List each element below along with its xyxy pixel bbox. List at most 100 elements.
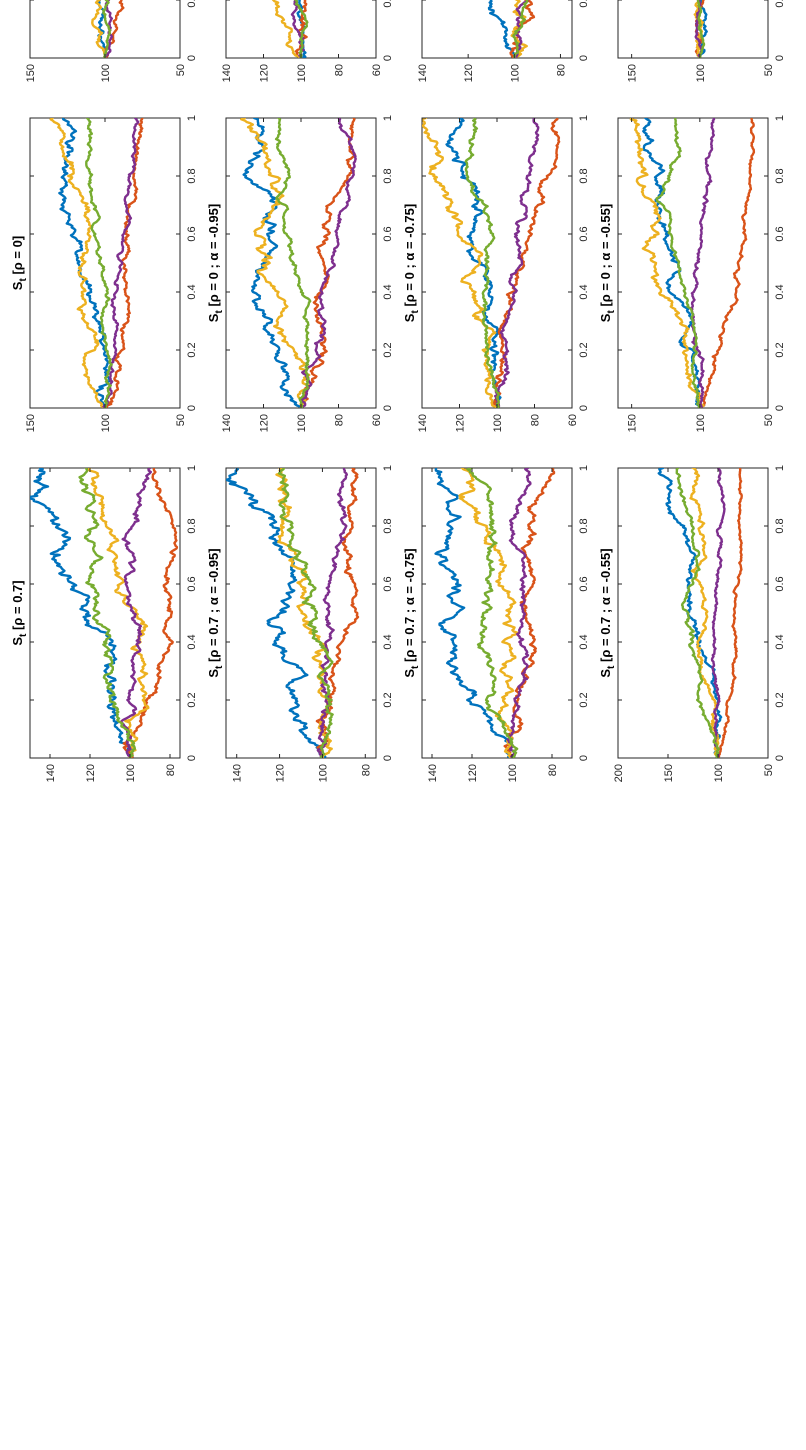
x-tick-label: 0	[186, 755, 198, 761]
title-rest: [ρ = 0.7 ; α = -0.55]	[598, 548, 613, 665]
series-line-1	[481, 0, 517, 58]
x-tick-label: 1	[186, 465, 198, 471]
x-tick-label: 0.8	[186, 518, 198, 533]
x-tick-label: 0.6	[578, 226, 590, 241]
x-tick-label: 1	[382, 115, 394, 121]
axes-frame	[617, 467, 769, 759]
x-tick-label: 0	[578, 755, 590, 761]
x-tick-label: 0.2	[186, 0, 198, 8]
y-tick-label: 140	[221, 414, 233, 432]
y-tick-label: 50	[763, 414, 775, 426]
panel-title: St [ρ = 0.7 ; α = -0.95]	[206, 548, 225, 677]
y-tick-label: 150	[25, 64, 37, 82]
series-line-4	[119, 468, 152, 758]
axes-frame	[29, 117, 181, 409]
panel-title: St [ρ = 0.7 ; α = -0.55]	[598, 548, 617, 677]
title-main: S	[206, 669, 221, 678]
axes-frame	[617, 117, 769, 409]
series-line-4	[710, 468, 726, 758]
series-line-5	[277, 468, 334, 758]
title-rest: [ρ = 0]	[10, 236, 25, 278]
series-line-4	[103, 0, 129, 58]
series-line-1	[674, 0, 708, 58]
series-line-2	[299, 118, 357, 408]
x-tick-label: 1	[382, 465, 394, 471]
y-tick-label: 80	[334, 414, 346, 426]
title-main: S	[402, 313, 417, 322]
series-group	[226, 0, 345, 58]
y-tick-label: 80	[334, 64, 346, 76]
title-subscript: t	[18, 278, 29, 282]
panel-p00: 0 0.2 0.4 0.6 0.8 1 80 100 120 140 St [ρ = 0.7]	[10, 465, 198, 782]
x-tick-label: 0.4	[186, 634, 198, 649]
y-tick-label: 150	[627, 64, 639, 82]
series-line-4	[494, 118, 540, 408]
title-rest: [ρ = 0.7 ; α = -0.95]	[206, 548, 221, 665]
x-tick-label: 0.2	[774, 342, 786, 357]
x-tick-label: 0.2	[382, 0, 394, 8]
series-line-5	[655, 118, 701, 408]
series-line-2	[315, 468, 360, 758]
y-tick-label: 140	[417, 414, 429, 432]
x-tick-label: 0	[186, 405, 198, 411]
series-line-3	[458, 468, 519, 758]
title-subscript: t	[214, 665, 225, 669]
series-line-5	[85, 118, 113, 408]
series-group	[226, 468, 360, 758]
title-subscript: t	[410, 310, 421, 314]
x-tick-label: 0.6	[578, 576, 590, 591]
y-tick-label: 80	[165, 764, 177, 776]
series-line-5	[464, 118, 500, 408]
figure-canvas: 0 0.2 0.4 0.6 0.8 1 80 100 120 140 St [ρ = 0.7] 0 0.…	[10, 0, 786, 782]
x-tick-label: 0.8	[774, 518, 786, 533]
panel-title: St [ρ = 0]	[10, 236, 29, 290]
series-line-1	[445, 118, 502, 408]
y-tick-label: 100	[100, 414, 112, 432]
series-line-5	[512, 0, 550, 58]
panel-p10: 0 0.2 0.4 0.6 0.8 1 80 100 120 140 St [ρ = 0.7 ; α…	[206, 465, 394, 782]
x-tick-label: 0.6	[774, 226, 786, 241]
axes-frame	[421, 0, 573, 59]
series-line-2	[503, 0, 559, 58]
y-tick-label: 60	[371, 414, 383, 426]
series-line-3	[630, 0, 704, 58]
title-subscript: t	[18, 633, 29, 637]
y-tick-label: 100	[695, 414, 707, 432]
x-tick-label: 0.8	[382, 168, 394, 183]
x-tick-label: 0.2	[774, 0, 786, 8]
y-tick-label: 120	[259, 414, 271, 432]
y-tick-label: 150	[627, 414, 639, 432]
series-line-4	[499, 0, 532, 58]
x-tick-label: 0.6	[382, 226, 394, 241]
x-tick-label: 0.8	[382, 518, 394, 533]
x-tick-label: 0.6	[774, 576, 786, 591]
series-line-5	[293, 0, 315, 58]
y-tick-label: 100	[296, 64, 308, 82]
y-tick-label: 150	[663, 764, 675, 782]
panel-p11: 0 0.2 0.4 0.6 0.8 1 60 80 100 120 140 St [ρ = 0 ; α…	[206, 115, 394, 432]
series-line-2	[698, 118, 756, 408]
series-line-4	[506, 468, 532, 758]
panel-title: St [ρ = 0.7]	[10, 580, 29, 645]
panel-p21: 0 0.2 0.4 0.6 0.8 1 60 80 100 120 140 St [ρ = 0 ; α…	[402, 115, 590, 432]
x-tick-label: 0.8	[186, 168, 198, 183]
y-tick-label: 120	[259, 64, 271, 82]
series-line-1	[58, 118, 112, 408]
y-tick-label: 60	[567, 414, 579, 426]
series-line-3	[49, 118, 107, 408]
x-tick-label: 1	[774, 115, 786, 121]
y-tick-label: 140	[45, 764, 57, 782]
title-main: S	[10, 281, 25, 290]
y-tick-label: 140	[221, 64, 233, 82]
x-tick-label: 0	[578, 55, 590, 61]
series-line-2	[716, 468, 743, 758]
y-tick-label: 120	[463, 64, 475, 82]
series-line-2	[294, 0, 345, 58]
y-tick-label: 100	[509, 64, 521, 82]
series-line-2	[103, 0, 137, 58]
series-line-5	[78, 468, 136, 758]
x-tick-label: 0	[382, 55, 394, 61]
title-subscript: t	[214, 310, 225, 314]
